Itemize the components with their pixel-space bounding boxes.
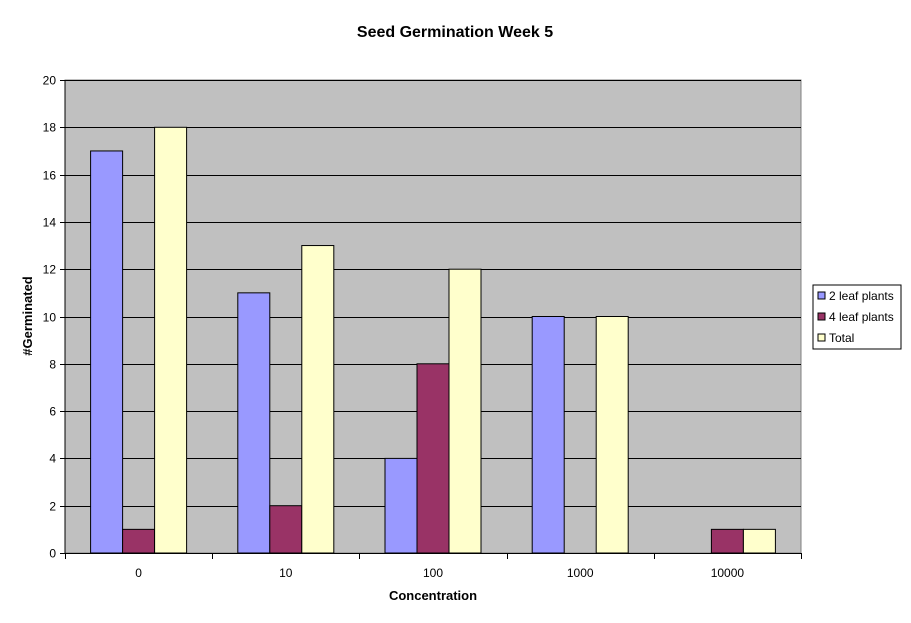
y-tick-label: 6 (49, 405, 56, 419)
x-axis-label: Concentration (389, 588, 477, 603)
bar (595, 316, 629, 554)
bar (531, 316, 565, 554)
bar (122, 528, 156, 554)
legend-swatch (817, 312, 826, 321)
chart-title: Seed Germination Week 5 (357, 24, 553, 41)
legend-label: Total (829, 331, 854, 345)
bar (237, 292, 271, 554)
y-tick-label: 2 (49, 500, 56, 514)
legend-swatch (817, 291, 826, 300)
bar (416, 363, 450, 554)
bar (448, 268, 482, 554)
y-tick-label: 8 (49, 358, 56, 372)
legend-box (812, 284, 902, 350)
y-tick-label: 0 (49, 547, 56, 561)
x-tick-label: 10000 (711, 566, 745, 580)
x-tick-label: 100 (423, 566, 443, 580)
legend: 2 leaf plants 4 leaf plants Total (812, 284, 902, 350)
y-tick-label: 16 (43, 169, 57, 183)
bar (90, 150, 124, 554)
bar (710, 528, 744, 554)
legend-label: 2 leaf plants (829, 289, 894, 303)
gridlines (65, 80, 801, 507)
y-tick-label: 20 (43, 74, 57, 88)
bar (742, 528, 776, 554)
y-axis-label: #Germinated (20, 276, 35, 356)
y-axis: 0 2 4 6 8 10 12 14 16 18 20 (43, 74, 66, 561)
legend-swatch (817, 333, 826, 342)
bar (301, 245, 335, 554)
bar (384, 457, 418, 554)
x-tick-label: 0 (135, 566, 142, 580)
legend-label: 4 leaf plants (829, 310, 894, 324)
y-tick-label: 10 (43, 311, 57, 325)
bars (90, 126, 776, 554)
y-tick-label: 12 (43, 263, 57, 277)
x-tick-label: 1000 (567, 566, 594, 580)
bar (269, 505, 303, 554)
x-axis: 0 10 100 1000 10000 (65, 553, 802, 580)
bar (154, 126, 188, 554)
y-tick-label: 14 (43, 216, 57, 230)
x-tick-label: 10 (279, 566, 293, 580)
y-tick-label: 4 (49, 452, 56, 466)
y-tick-label: 18 (43, 121, 57, 135)
